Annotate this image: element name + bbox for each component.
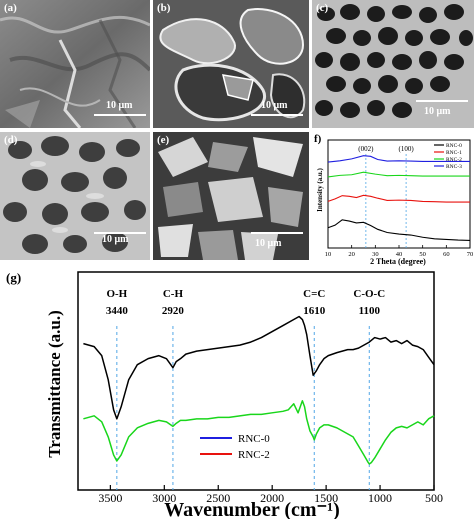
chart-f-xlabel: 2 Theta (degree) <box>370 257 426 266</box>
chart-g-xtick-label: 3500 <box>98 491 122 505</box>
scale-line-e <box>251 232 303 234</box>
chart-f-xtick-label: 30 <box>372 251 379 258</box>
chart-g-xtick-label: 1500 <box>314 491 338 505</box>
sem-image-e <box>153 132 309 260</box>
ftir-chart: (g) Transmittance (a.u.) Wavenumber (cm⁻… <box>6 270 443 519</box>
chart-g-frame <box>77 271 435 491</box>
legend-f-label-rnc1: RNC-1 <box>446 150 462 156</box>
sem-panel-a: (a) 10 μm <box>0 0 150 128</box>
legend-f-label-rnc0: RNC-0 <box>446 143 462 149</box>
chart-g-xtick-label: 2500 <box>206 491 230 505</box>
scale-line-c <box>416 100 468 102</box>
chart-f-series-line <box>327 171 470 178</box>
scale-line-b <box>251 114 303 116</box>
chart-g-band-name: C=C <box>303 288 325 300</box>
scale-line-d <box>94 232 146 234</box>
chart-f-xtick-label: 60 <box>443 251 450 258</box>
panel-label-c: (c) <box>316 2 329 14</box>
chart-g-band-value: 1610 <box>303 305 326 317</box>
chart-g-band-value: 3440 <box>106 305 129 317</box>
chart-g-xlabel: Wavenumber (cm⁻¹) <box>164 499 340 519</box>
chart-f-ylabel: Intensity (a.u.) <box>316 167 324 211</box>
scale-line-a <box>94 114 146 116</box>
chart-f-peak-label-100: (100) <box>399 145 415 153</box>
chart-f-legend: RNC-0 RNC-1 RNC-2 RNC-3 <box>434 143 462 170</box>
sem-image-c <box>312 0 474 128</box>
scale-label-e: 10 μm <box>255 238 282 249</box>
chart-g-band-name: O-H <box>106 288 127 300</box>
legend-f-label-rnc2: RNC-2 <box>446 157 462 163</box>
chart-f-xtick-label: 40 <box>396 251 403 258</box>
chart-g-band-value: 1100 <box>359 305 381 317</box>
chart-f-xtick-label: 20 <box>348 251 355 258</box>
panel-label-e: (e) <box>157 134 170 146</box>
chart-f-series-line <box>327 155 470 163</box>
chart-g-xtick-label: 3000 <box>152 491 176 505</box>
chart-f-series-line <box>327 194 470 203</box>
scale-label-c: 10 μm <box>424 106 451 117</box>
chart-g-band-name: C-O-C <box>353 288 385 300</box>
legend-g-label-rnc2: RNC-2 <box>238 449 270 461</box>
scale-bar-c: 10 μm <box>416 100 468 120</box>
sem-image-a <box>0 0 150 128</box>
scale-label-d: 10 μm <box>102 234 129 245</box>
chart-g-xtick-label: 2000 <box>260 491 284 505</box>
sem-panel-c: (c) 10 μm <box>312 0 474 128</box>
sem-panel-e: (e) 10 μm <box>153 132 309 260</box>
chart-f-panel-label: f) <box>314 133 322 145</box>
scale-bar-b: 10 μm <box>251 100 303 120</box>
chart-g-band-value: 2920 <box>162 305 185 317</box>
chart-f-series-line <box>327 219 471 241</box>
scale-bar-e: 10 μm <box>251 232 303 252</box>
chart-f-xtick-label: 50 <box>419 251 426 258</box>
panel-label-a: (a) <box>4 2 17 14</box>
chart-g-ylabel: Transmittance (a.u.) <box>45 310 64 457</box>
sem-image-d <box>0 132 150 260</box>
scale-bar-a: 10 μm <box>94 100 146 120</box>
panel-label-d: (d) <box>4 134 18 146</box>
sem-panel-d: (d) 10 μm <box>0 132 150 260</box>
chart-g-xtick-label: 1000 <box>368 491 392 505</box>
chart-g-band-name: C-H <box>163 288 184 300</box>
chart-g-panel-label: (g) <box>6 270 21 285</box>
legend-f-label-rnc3: RNC-3 <box>446 164 462 170</box>
panel-label-b: (b) <box>157 2 171 14</box>
sem-panel-b: (b) 10 μm <box>153 0 309 128</box>
chart-g-series-line <box>83 315 435 420</box>
scale-label-a: 10 μm <box>106 100 133 111</box>
sem-image-b <box>153 0 309 128</box>
scale-label-b: 10 μm <box>261 100 288 111</box>
scale-bar-d: 10 μm <box>94 230 146 252</box>
chart-g-legend: RNC-0 RNC-2 <box>200 433 270 461</box>
xrd-chart: f) Intensity (a.u.) 2 Theta (degree) 10 2… <box>314 133 474 266</box>
chart-f-xtick-label: 70 <box>467 251 474 258</box>
chart-g-xtick-label: 500 <box>425 491 443 505</box>
legend-g-label-rnc0: RNC-0 <box>238 433 270 445</box>
chart-f-xtick-label: 10 <box>325 251 332 258</box>
chart-g-series-line <box>83 400 435 465</box>
chart-f-peak-label-002: (002) <box>358 145 374 153</box>
